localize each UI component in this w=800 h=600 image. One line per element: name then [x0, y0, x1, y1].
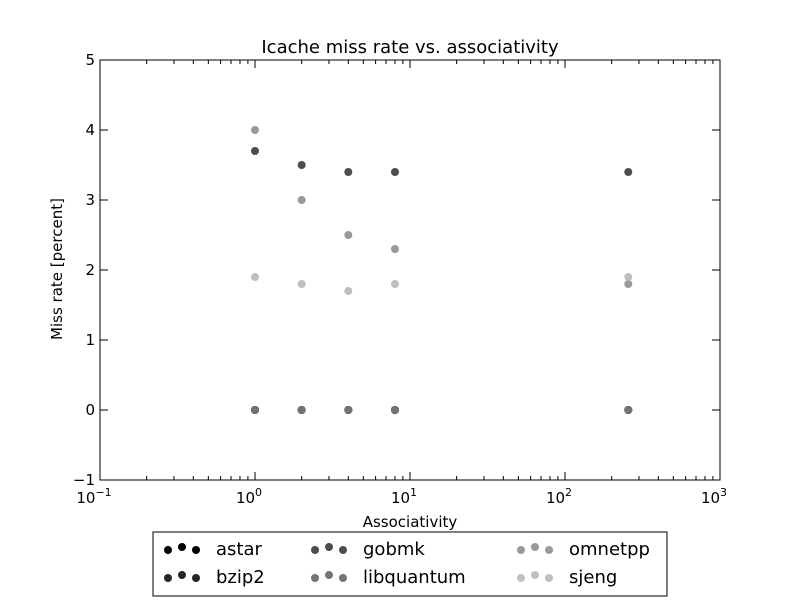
y-tick-label: −1: [73, 471, 95, 489]
legend-marker-libquantum: [311, 574, 319, 582]
x-tick-label: 100: [236, 486, 262, 507]
y-tick-label: 2: [85, 261, 95, 279]
x-tick-label: 10−1: [76, 486, 111, 507]
data-point-gobmk: [344, 168, 353, 176]
data-point-sjeng: [251, 273, 259, 281]
data-point-gobmk: [297, 161, 306, 169]
data-point-gobmk: [624, 168, 633, 176]
data-point-omnetpp: [344, 231, 353, 239]
y-tick-label: 4: [85, 121, 95, 139]
legend-label-gobmk: gobmk: [363, 539, 425, 560]
y-tick-label: 3: [85, 191, 95, 209]
data-point-omnetpp: [624, 280, 633, 288]
legend-marker-omnetpp: [517, 546, 525, 554]
data-point-libquantum: [251, 406, 259, 414]
data-point-libquantum: [344, 406, 353, 414]
y-tick-label: 1: [85, 331, 95, 349]
data-point-gobmk: [251, 147, 259, 155]
legend-marker-bzip2: [192, 574, 200, 582]
legend-marker-astar: [164, 546, 172, 554]
legend-label-libquantum: libquantum: [363, 567, 466, 588]
legend-marker-sjeng: [545, 574, 553, 582]
data-point-sjeng: [624, 273, 633, 281]
x-tick-label: 102: [546, 486, 572, 507]
legend-marker-omnetpp: [545, 546, 553, 554]
x-tick-label: 101: [391, 486, 417, 507]
legend-label-sjeng: sjeng: [569, 567, 617, 588]
data-point-libquantum: [297, 406, 306, 414]
y-tick-label: 5: [85, 51, 95, 69]
data-point-sjeng: [344, 287, 353, 295]
legend-box: [152, 531, 668, 597]
data-point-omnetpp: [251, 126, 259, 134]
legend-label-astar: astar: [216, 539, 262, 560]
legend-label-omnetpp: omnetpp: [569, 539, 650, 560]
legend-marker-astar: [178, 543, 186, 551]
legend-marker-gobmk: [311, 546, 319, 554]
chart-title: Icache miss rate vs. associativity: [261, 37, 559, 58]
y-axis-label: Miss rate [percent]: [48, 198, 66, 340]
data-point-sjeng: [390, 280, 399, 288]
x-tick-label: 103: [701, 486, 727, 507]
data-point-gobmk: [390, 168, 399, 176]
legend-marker-gobmk: [339, 546, 347, 554]
legend-marker-sjeng: [517, 574, 525, 582]
data-point-libquantum: [624, 406, 633, 414]
legend-marker-bzip2: [178, 571, 186, 579]
legend-marker-sjeng: [531, 571, 539, 579]
legend-marker-libquantum: [339, 574, 347, 582]
data-point-omnetpp: [297, 196, 306, 204]
legend-marker-omnetpp: [531, 543, 539, 551]
data-point-sjeng: [297, 280, 306, 288]
legend-marker-libquantum: [325, 571, 333, 579]
legend-label-bzip2: bzip2: [216, 567, 265, 588]
y-tick-label: 0: [85, 401, 95, 419]
legend-marker-gobmk: [325, 543, 333, 551]
legend-marker-bzip2: [164, 574, 172, 582]
x-axis-label: Associativity: [363, 513, 458, 531]
data-point-omnetpp: [390, 245, 399, 253]
plot-frame: [99, 59, 721, 481]
data-point-libquantum: [390, 406, 399, 414]
legend-marker-astar: [192, 546, 200, 554]
